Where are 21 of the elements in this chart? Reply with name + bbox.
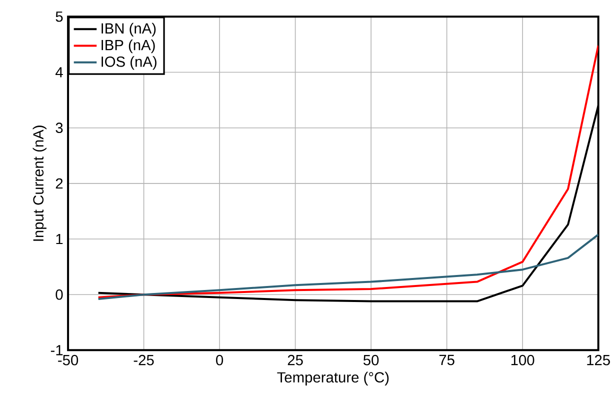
y-tick-label: 1: [56, 234, 63, 244]
y-tick-label: 3: [56, 122, 63, 133]
x-tick-label: 75: [439, 354, 454, 366]
legend-label: IBN (nA): [102, 22, 156, 36]
x-tick-label: 50: [363, 354, 379, 366]
y-tick-label: 2: [56, 178, 63, 188]
x-tick-label: 125: [587, 354, 610, 366]
y-axis-title: Input Current (nA): [32, 126, 46, 241]
legend-label: IBP (nA): [102, 39, 155, 54]
y-tick-label: 5: [56, 11, 63, 22]
x-tick-label: 0: [216, 354, 224, 366]
line-series: [97, 233, 598, 300]
x-axis-title: Temperature (°C): [277, 372, 389, 386]
y-tick-label: -1: [50, 345, 63, 356]
y-tick-label: 0: [56, 289, 63, 300]
x-tick-label: 100: [511, 354, 534, 366]
y-tick-label: 4: [56, 67, 63, 78]
legend-label: IOS (nA): [102, 56, 156, 70]
x-tick-label: 25: [288, 354, 303, 366]
x-tick-label: -25: [134, 354, 154, 366]
x-tick-label: -50: [58, 354, 78, 366]
